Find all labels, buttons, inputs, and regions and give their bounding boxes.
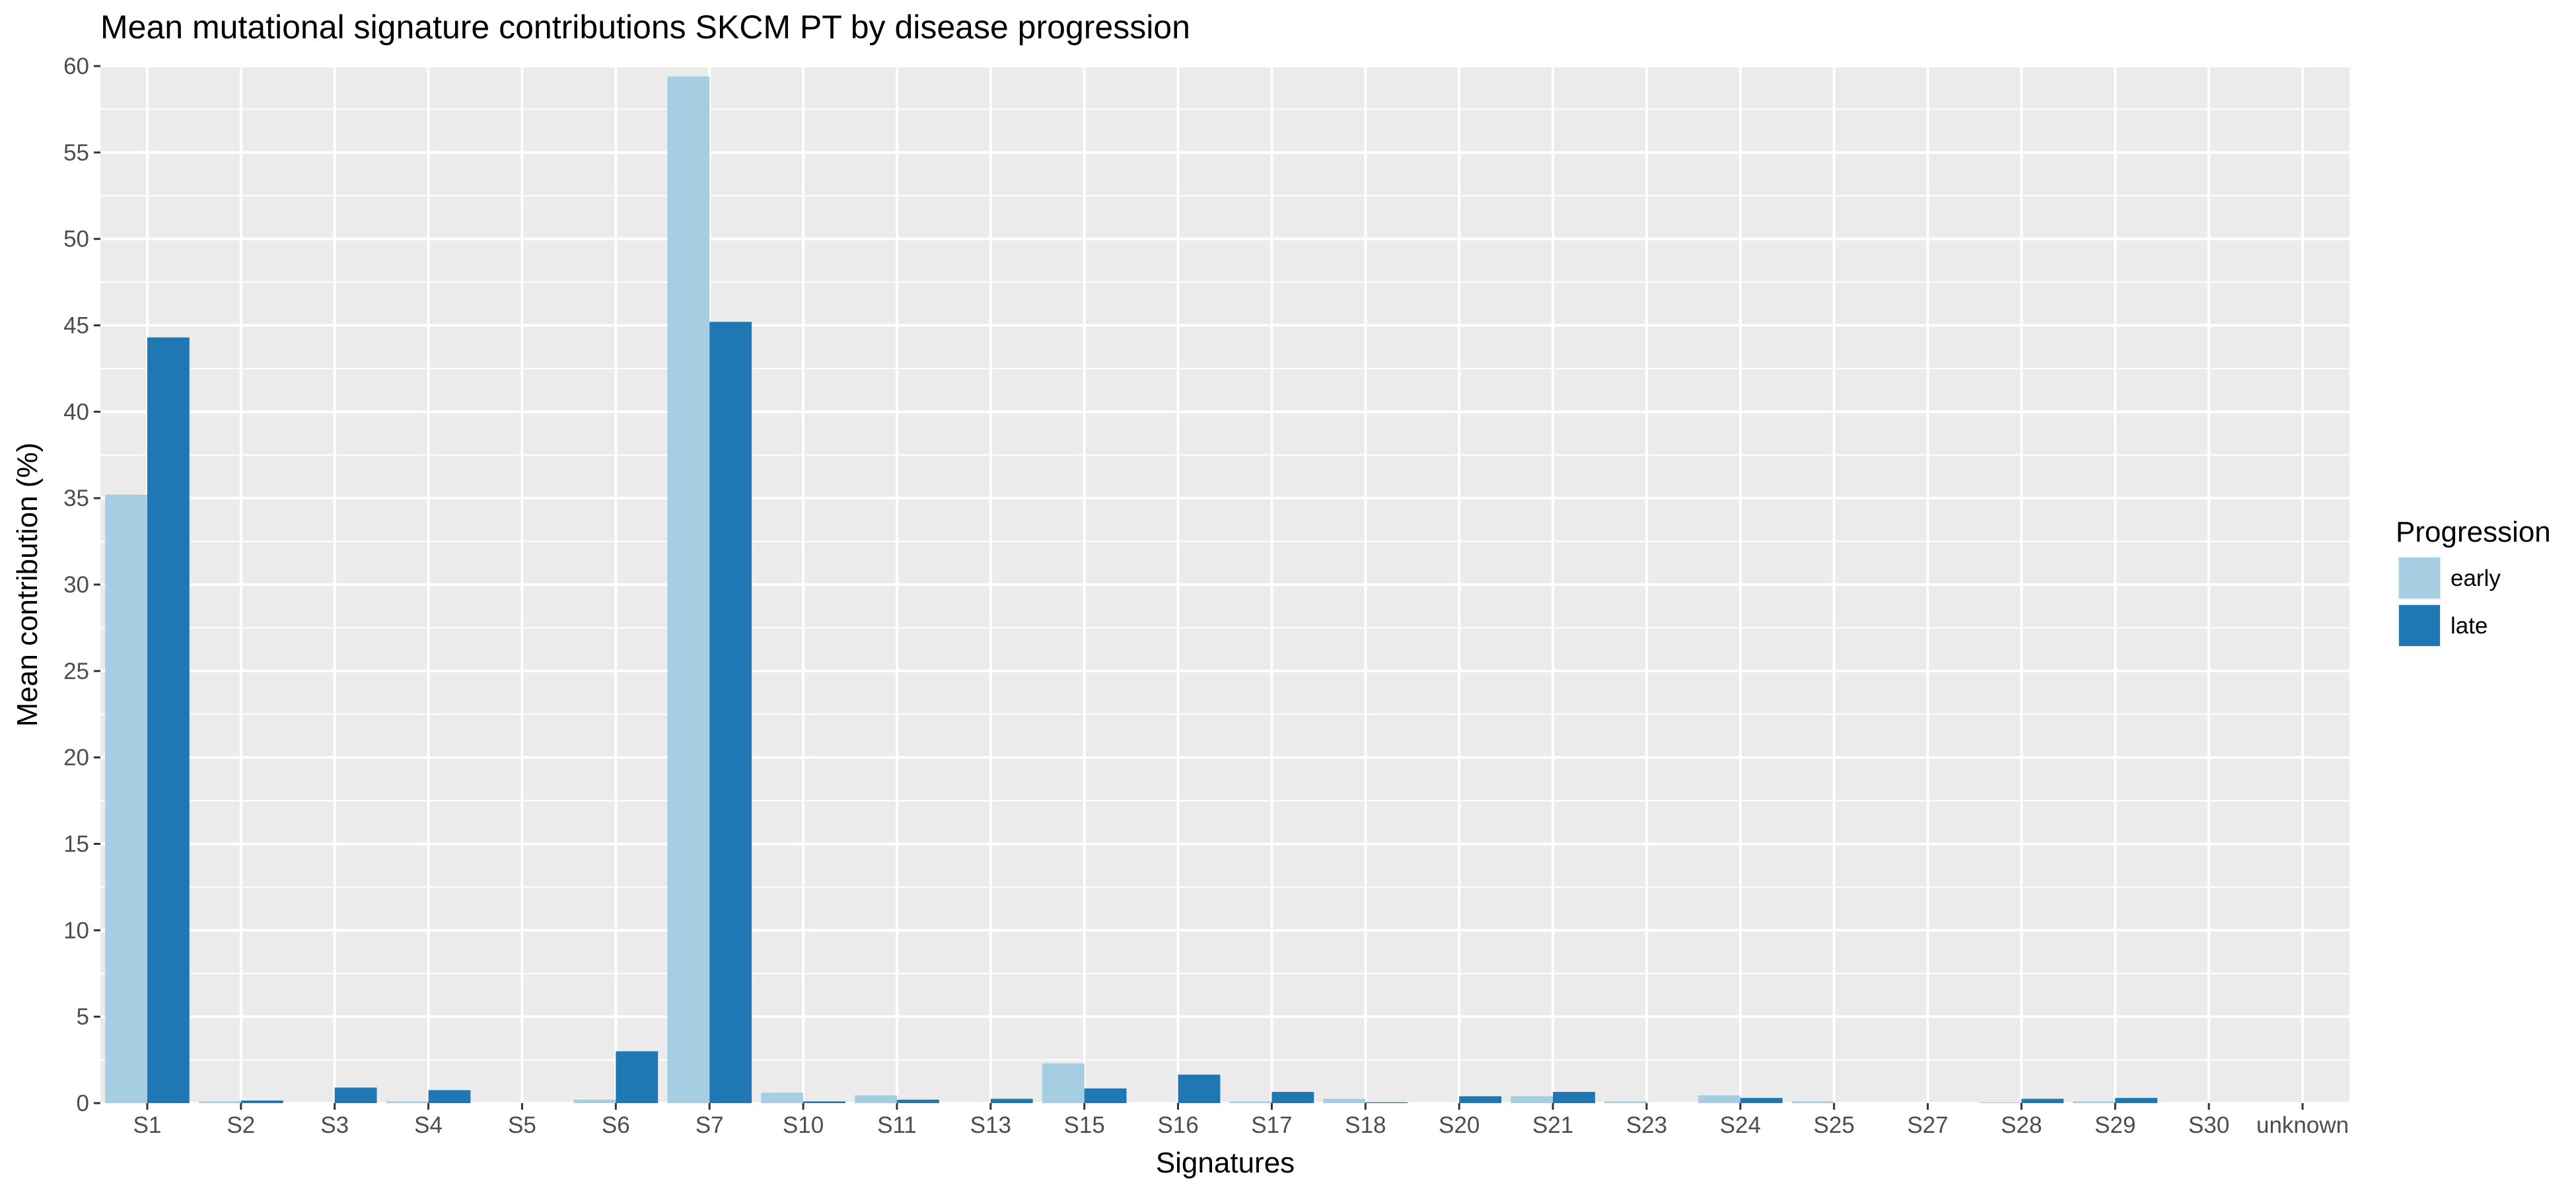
bar-early-S7 xyxy=(667,76,710,1104)
legend-swatch-early xyxy=(2399,558,2440,598)
x-axis: S1 S2 S3 S4 S5 S6 S7 S10 S11 S13 S15 S16 S17 S18 S20 S2… xyxy=(133,1103,2349,1138)
y-axis: 0 5 10 15 20 25 30 35 40 45 50 55 60 xyxy=(63,54,100,1116)
x-tick-label: S15 xyxy=(1064,1112,1105,1138)
x-tick-label: unknown xyxy=(2256,1112,2349,1138)
bar-late-S6 xyxy=(616,1051,659,1103)
bar-early-S23 xyxy=(1604,1101,1647,1103)
x-tick-label: S28 xyxy=(2001,1112,2042,1138)
y-tick-label: 10 xyxy=(63,918,89,943)
y-tick-label: 60 xyxy=(63,54,89,79)
y-tick-label: 0 xyxy=(77,1091,89,1116)
y-tick-label: 25 xyxy=(63,659,89,684)
bar-early-S24 xyxy=(1698,1095,1740,1103)
bar-late-S15 xyxy=(1084,1088,1127,1103)
bar-late-S29 xyxy=(2115,1098,2158,1103)
bar-late-S4 xyxy=(428,1090,471,1103)
x-tick-label: S6 xyxy=(602,1112,630,1138)
x-tick-label: S18 xyxy=(1345,1112,1386,1138)
y-tick-label: 20 xyxy=(63,745,89,771)
bar-late-S1 xyxy=(147,337,190,1104)
x-tick-label: S24 xyxy=(1720,1112,1761,1138)
bar-early-S6 xyxy=(573,1099,616,1103)
bar-early-S4 xyxy=(386,1101,429,1103)
x-axis-title: Signatures xyxy=(1156,1147,1295,1179)
y-tick-label: 15 xyxy=(63,832,89,857)
bar-late-S17 xyxy=(1271,1091,1314,1103)
x-tick-label: S13 xyxy=(970,1112,1011,1138)
x-tick-label: S2 xyxy=(227,1112,255,1138)
x-tick-label: S27 xyxy=(1907,1112,1948,1138)
bar-late-S16 xyxy=(1178,1074,1221,1103)
gridlines xyxy=(100,65,2349,1104)
bars xyxy=(105,76,2158,1104)
bar-early-S1 xyxy=(105,494,147,1103)
y-tick-label: 55 xyxy=(63,140,89,166)
bar-late-S24 xyxy=(1740,1098,1783,1103)
x-tick-label: S30 xyxy=(2188,1112,2229,1138)
bar-early-S18 xyxy=(1323,1099,1366,1103)
x-tick-label: S4 xyxy=(414,1112,443,1138)
bar-early-S21 xyxy=(1511,1096,1554,1103)
legend-title: Progression xyxy=(2396,516,2551,548)
bar-early-S17 xyxy=(1229,1101,1272,1103)
legend-label-late: late xyxy=(2451,613,2487,639)
x-tick-label: S20 xyxy=(1439,1112,1480,1138)
x-tick-label: S21 xyxy=(1532,1112,1573,1138)
y-tick-label: 45 xyxy=(63,313,89,339)
legend-label-early: early xyxy=(2451,565,2501,591)
x-tick-label: S16 xyxy=(1157,1112,1198,1138)
bar-early-S15 xyxy=(1042,1063,1085,1103)
x-tick-label: S17 xyxy=(1251,1112,1292,1138)
y-tick-label: 5 xyxy=(77,1004,89,1030)
x-tick-label: S3 xyxy=(320,1112,349,1138)
y-axis-title: Mean contribution (%) xyxy=(11,443,44,727)
x-tick-label: S29 xyxy=(2094,1112,2135,1138)
bar-late-S11 xyxy=(896,1099,939,1103)
bar-late-S7 xyxy=(709,322,752,1104)
y-tick-label: 30 xyxy=(63,572,89,598)
x-tick-label: S25 xyxy=(1814,1112,1855,1138)
bar-late-S20 xyxy=(1459,1096,1502,1103)
bar-early-S2 xyxy=(198,1101,241,1103)
bar-late-S18 xyxy=(1365,1102,1408,1103)
bar-late-S3 xyxy=(334,1087,377,1103)
x-tick-label: S1 xyxy=(133,1112,162,1138)
bar-late-S2 xyxy=(240,1100,283,1103)
x-tick-label: S5 xyxy=(508,1112,536,1138)
legend: Progression early late xyxy=(2396,516,2551,647)
bar-late-S21 xyxy=(1553,1091,1595,1103)
y-tick-label: 40 xyxy=(63,399,89,425)
bar-early-S10 xyxy=(761,1093,804,1103)
x-tick-label: S7 xyxy=(696,1112,724,1138)
bar-late-S28 xyxy=(2021,1099,2064,1103)
bar-late-S13 xyxy=(990,1099,1033,1103)
bar-early-S28 xyxy=(1979,1102,2022,1103)
y-tick-label: 35 xyxy=(63,486,89,511)
bar-early-S29 xyxy=(2073,1101,2116,1103)
x-tick-label: S23 xyxy=(1626,1112,1667,1138)
y-tick-label: 50 xyxy=(63,227,89,252)
legend-swatch-late xyxy=(2399,605,2440,646)
bar-late-S10 xyxy=(803,1101,845,1103)
bar-early-S11 xyxy=(855,1095,897,1103)
chart-title: Mean mutational signature contributions … xyxy=(100,9,1190,46)
bar-early-S25 xyxy=(1791,1101,1834,1103)
x-tick-label: S10 xyxy=(783,1112,824,1138)
x-tick-label: S11 xyxy=(877,1112,917,1138)
